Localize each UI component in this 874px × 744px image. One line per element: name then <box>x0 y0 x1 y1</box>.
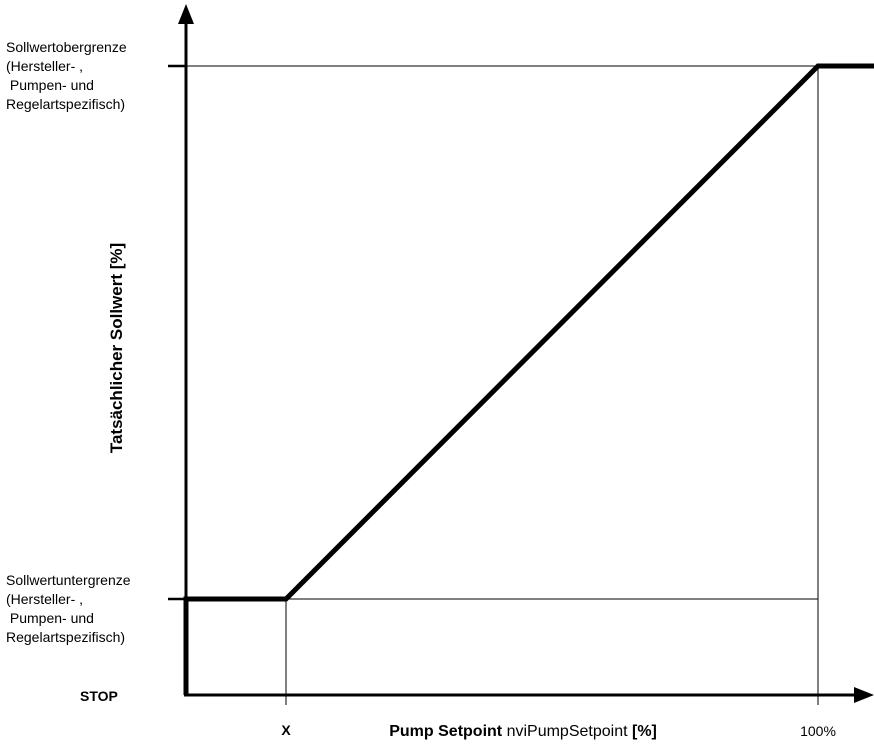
lower-limit-label-line: Regelartspezifisch) <box>6 629 125 645</box>
x-tick-label-x: X <box>281 722 291 738</box>
upper-limit-label: Sollwertobergrenze (Hersteller- , Pumpen… <box>6 39 131 112</box>
y-axis-arrowhead <box>178 4 194 24</box>
setpoint-characteristic-curve <box>183 63 874 695</box>
x-axis-arrowhead <box>854 687 874 703</box>
stop-label: STOP <box>80 688 118 704</box>
upper-limit-label-line: (Hersteller- , <box>6 58 83 74</box>
lower-limit-label-line: Sollwertuntergrenze <box>6 572 131 588</box>
x-axis-title-bold: Pump Setpoint <box>389 723 503 740</box>
y-axis-title: Tatsächlicher Sollwert [%] <box>107 243 126 453</box>
upper-limit-label-line: Pumpen- und <box>6 77 94 93</box>
x-tick-label-100-percent: 100% <box>800 723 836 739</box>
x-axis-title-variable: nviPumpSetpoint <box>502 723 632 740</box>
lower-limit-label: Sollwertuntergrenze (Hersteller- , Pumpe… <box>6 572 134 645</box>
upper-limit-label-line: Sollwertobergrenze <box>6 39 127 55</box>
x-axis-title-unit: [%] <box>632 723 657 740</box>
x-axis-title: Pump Setpoint nviPumpSetpoint [%] <box>367 723 670 740</box>
lower-limit-label-line: (Hersteller- , <box>6 591 83 607</box>
upper-limit-label-line: Regelartspezifisch) <box>6 96 125 112</box>
lower-limit-label-line: Pumpen- und <box>6 610 94 626</box>
